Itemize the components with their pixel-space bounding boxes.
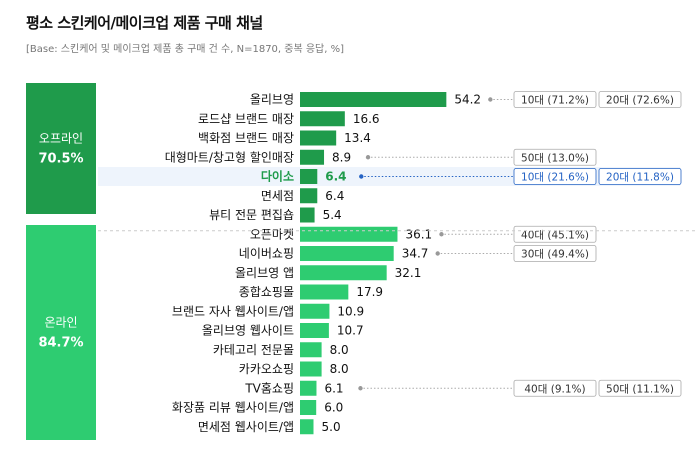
data-label: 6.1: [324, 381, 343, 395]
group-box-0: [26, 83, 96, 214]
bar: [300, 419, 314, 435]
category-label: 로드샵 브랜드 매장: [198, 112, 294, 126]
bar: [300, 130, 337, 146]
bar: [300, 188, 318, 204]
bar: [300, 149, 325, 165]
category-label: 백화점 브랜드 매장: [198, 131, 294, 145]
data-label: 6.4: [325, 189, 344, 203]
group-name: 오프라인: [39, 132, 83, 146]
data-label: 13.4: [344, 131, 371, 145]
bar: [300, 111, 345, 127]
group-box-1: [26, 225, 96, 440]
bar: [300, 380, 317, 396]
category-label: 카테고리 전문몰: [213, 343, 294, 357]
category-label: 뷰티 전문 편집숍: [209, 208, 294, 222]
annotation-dot: [365, 155, 371, 160]
annotation-tag-text: 20대 (72.6%): [606, 95, 674, 107]
category-label: 화장품 리뷰 웹사이트/앱: [172, 401, 294, 415]
group-total: 70.5%: [38, 152, 83, 167]
data-label: 8.0: [330, 343, 349, 357]
data-label: 32.1: [395, 266, 422, 280]
annotation-tag-text: 10대 (71.2%): [521, 95, 589, 107]
category-label: 종합쇼핑몰: [239, 285, 294, 299]
category-label: 면세점: [261, 189, 294, 203]
bar: [300, 400, 317, 415]
category-label: 올리브영 웹사이트: [202, 324, 294, 338]
annotation-tag-box: [513, 148, 597, 166]
annotation-dot: [359, 174, 364, 179]
bar: [300, 303, 330, 319]
chart-subtitle: [Base: 스킨케어 및 메이크업 제품 총 구매 건 수, N=1870, …: [26, 44, 345, 55]
category-label: 올리브영 앱: [235, 266, 294, 280]
annotation-tag-box: [513, 168, 597, 185]
annotation-tag-box: [598, 168, 682, 185]
data-label: 5.4: [323, 208, 342, 222]
annotation-dot: [439, 232, 444, 237]
annotation-tag-box: [513, 245, 597, 262]
annotation-tag-box: [513, 91, 597, 108]
bar: [300, 246, 394, 261]
bar: [300, 342, 322, 358]
data-label: 36.1: [405, 227, 432, 241]
annotation-tag-text: 40대 (45.1%): [521, 229, 589, 241]
chart-title: 평소 스킨케어/메이크업 제품 구매 채널: [26, 14, 263, 32]
annotation-dot: [435, 251, 440, 256]
category-label: 카카오쇼핑: [239, 362, 294, 376]
data-label: 8.0: [330, 362, 349, 376]
annotation-tag-text: 40대 (9.1%): [524, 383, 585, 395]
annotation-tag-box: [598, 379, 682, 397]
data-label: 16.6: [353, 112, 380, 126]
data-label: 10.9: [337, 304, 364, 318]
group-total: 84.7%: [38, 336, 83, 351]
data-label: 54.2: [454, 93, 481, 107]
bar: [300, 265, 387, 281]
bar: [300, 284, 349, 300]
category-label: 면세점 웹사이트/앱: [198, 420, 294, 434]
annotation-dot: [358, 386, 363, 391]
category-label: 네이버쇼핑: [239, 247, 294, 261]
annotation-tag-text: 20대 (11.8%): [606, 172, 674, 184]
data-label: 6.0: [324, 401, 343, 415]
category-label: 브랜드 자사 웹사이트/앱: [172, 304, 294, 318]
annotation-tag-text: 30대 (49.4%): [521, 249, 589, 261]
bar: [300, 207, 315, 223]
annotation-tag-text: 10대 (21.6%): [521, 172, 589, 184]
data-label: 10.7: [337, 324, 364, 338]
data-label: 34.7: [402, 247, 429, 261]
bar: [300, 169, 318, 184]
annotation-tag-box: [513, 379, 597, 397]
annotation-tag-box: [513, 225, 597, 243]
annotation-dot: [488, 97, 493, 102]
annotation-tag-text: 50대 (13.0%): [521, 152, 589, 164]
bar: [300, 361, 322, 377]
data-label: 17.9: [356, 285, 383, 299]
data-label: 6.4: [325, 170, 346, 184]
annotation-tag-text: 50대 (11.1%): [606, 383, 674, 395]
category-label: 오픈마켓: [250, 227, 294, 241]
data-label: 5.0: [322, 420, 341, 434]
bar: [300, 92, 447, 107]
bar: [300, 226, 398, 242]
bar: [300, 323, 329, 338]
group-name: 온라인: [44, 316, 77, 330]
category-label: 대형마트/창고형 할인매장: [165, 150, 294, 164]
category-label: TV홈쇼핑: [244, 381, 294, 395]
data-label: 8.9: [332, 150, 351, 164]
annotation-tag-box: [598, 91, 682, 108]
category-label: 다이소: [261, 169, 294, 184]
category-label: 올리브영: [250, 93, 294, 107]
